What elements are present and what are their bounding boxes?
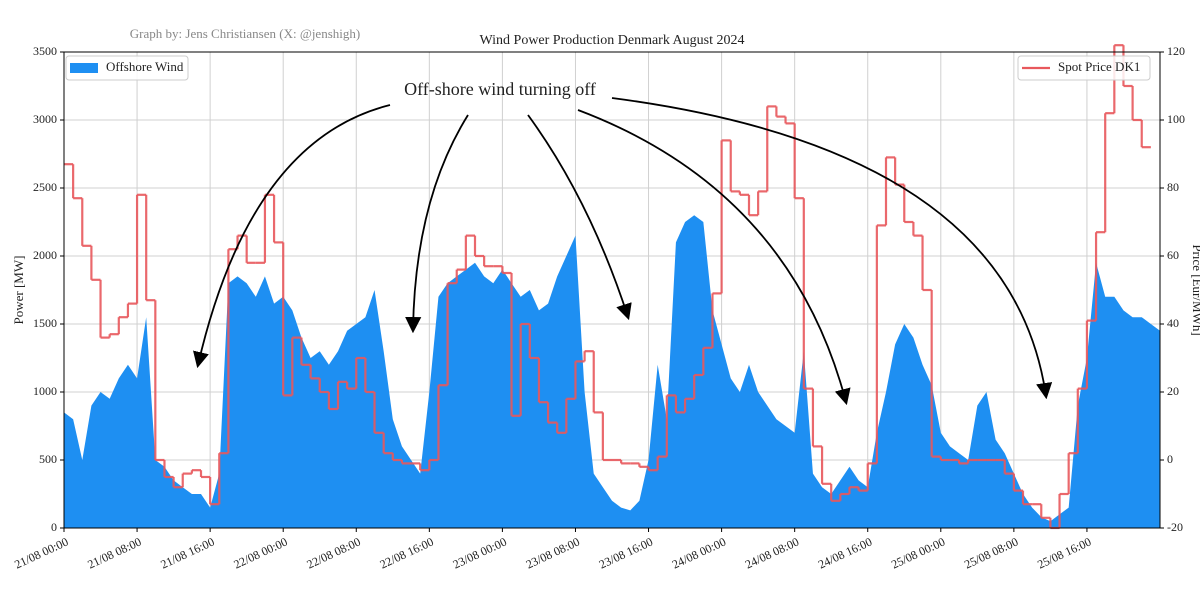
y2-tick-label: 100 [1167, 112, 1185, 126]
annotation: Off-shore wind turning off [404, 79, 596, 99]
plot-frame [63, 51, 1161, 529]
legend: Offshore Wind [65, 55, 189, 81]
arrow [611, 97, 1053, 400]
y-axis-label: Power [MW] [11, 256, 26, 325]
arrow [527, 114, 632, 321]
y-tick-label: 3500 [33, 44, 57, 58]
price-line [64, 44, 1151, 530]
x-tick-label: 23/08 08:00 [524, 535, 582, 572]
y-tick-label: 500 [39, 452, 57, 466]
x-tick-label: 21/08 16:00 [158, 535, 216, 572]
credit: Graph by: Jens Christiansen (X: @jenshig… [130, 26, 360, 41]
y-tick-label: 1500 [33, 316, 57, 330]
x-tick-label: 23/08 00:00 [451, 535, 509, 572]
legend: Spot Price DK1 [1017, 55, 1151, 81]
x-tick-label: 24/08 16:00 [816, 535, 874, 572]
arrow [193, 104, 391, 369]
y2-axis-label: Price [Eur/MWh] [1190, 244, 1200, 335]
x-tick-label: 21/08 08:00 [85, 535, 143, 572]
y2-tick-label: 120 [1167, 44, 1185, 58]
legend-label: Offshore Wind [106, 59, 184, 74]
plot-area [63, 44, 1160, 530]
arrow [577, 109, 851, 406]
x-tick-label: 25/08 16:00 [1035, 535, 1093, 572]
y2-tick-label: 0 [1167, 452, 1173, 466]
y2-tick-label: 20 [1167, 384, 1179, 398]
y-tick-label: 1000 [33, 384, 57, 398]
y-tick-label: 0 [51, 520, 57, 534]
x-tick-label: 22/08 08:00 [305, 535, 363, 572]
y-tick-label: 2000 [33, 248, 57, 262]
x-tick-label: 25/08 08:00 [962, 535, 1020, 572]
y2-tick-label: 40 [1167, 316, 1179, 330]
annotation-arrows [193, 97, 1053, 406]
x-tick-label: 23/08 16:00 [597, 535, 655, 572]
x-tick-label: 25/08 00:00 [889, 535, 947, 572]
x-tick-label: 21/08 00:00 [12, 535, 70, 572]
arrow [405, 114, 469, 334]
wind-area [64, 215, 1160, 528]
legend-label: Spot Price DK1 [1058, 59, 1140, 74]
chart-title: Wind Power Production Denmark August 202… [479, 33, 744, 48]
x-tick-label: 24/08 00:00 [670, 535, 728, 572]
legend-box [1017, 55, 1151, 81]
x-tick-label: 22/08 16:00 [378, 535, 436, 572]
legend-swatch [70, 63, 98, 73]
x-tick-label: 24/08 08:00 [743, 535, 801, 572]
y-tick-label: 2500 [33, 180, 57, 194]
y2-tick-label: 80 [1167, 180, 1179, 194]
y-tick-label: 3000 [33, 112, 57, 126]
legend-box [65, 55, 189, 81]
x-tick-label: 22/08 00:00 [231, 535, 289, 572]
y2-tick-label: 60 [1167, 248, 1179, 262]
y2-tick-label: -20 [1167, 520, 1183, 534]
